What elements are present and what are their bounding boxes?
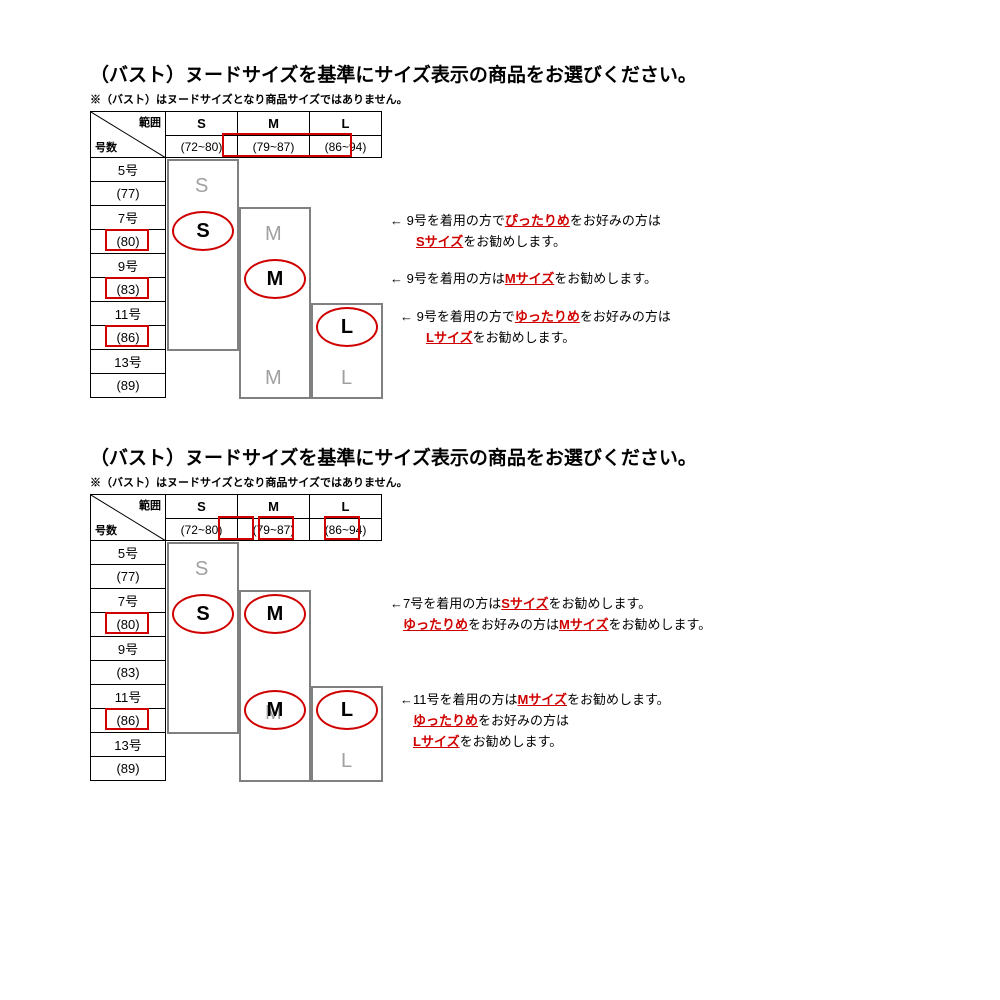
annotation-line: ゆったりめをお好みの方は: [400, 711, 670, 732]
annotation: ← 9号を着用の方はMサイズをお勧めします。: [390, 269, 657, 290]
row-label: 5号: [91, 158, 166, 182]
size-chart-1: （バスト）ヌードサイズを基準にサイズ表示の商品をお選びください。 ※（バスト）は…: [90, 60, 960, 398]
annotation: ←11号を着用の方はMサイズをお勧めします。 ゆったりめをお好みの方は Lサイズ…: [400, 690, 670, 752]
chart1-title: （バスト）ヌードサイズを基準にサイズ表示の商品をお選びください。: [90, 60, 960, 87]
annotation-line: ← 9号を着用の方でぴったりめをお好みの方は: [390, 211, 661, 232]
range-m: (79~87): [238, 519, 310, 541]
diag-bot: 号数: [95, 522, 117, 538]
range-s: (72~80): [166, 136, 238, 158]
row-label: 9号: [91, 637, 166, 661]
diag-cell: 範囲 号数: [91, 112, 166, 158]
row-label: 7号: [91, 589, 166, 613]
annotation: ←7号を着用の方はSサイズをお勧めします。 ゆったりめをお好みの方はMサイズをお…: [390, 594, 711, 636]
annotation-line: ←11号を着用の方はMサイズをお勧めします。: [400, 690, 670, 711]
range-s: (72~80): [166, 519, 238, 541]
row-val: (89): [91, 757, 166, 781]
range-l: (86~94): [310, 136, 382, 158]
row-val: (83): [91, 278, 166, 302]
diag-top: 範囲: [139, 114, 161, 130]
row-val: (89): [91, 374, 166, 398]
annotation-line: ←7号を着用の方はSサイズをお勧めします。: [390, 594, 711, 615]
row-val: (80): [91, 613, 166, 637]
row-label: 7号: [91, 206, 166, 230]
col-m: M: [238, 495, 310, 519]
diag-top: 範囲: [139, 497, 161, 513]
annotation: ← 9号を着用の方でぴったりめをお好みの方は Sサイズをお勧めします。: [390, 211, 661, 253]
row-label: 13号: [91, 350, 166, 374]
chart1-subtitle: ※（バスト）はヌードサイズとなり商品サイズではありません。: [90, 91, 960, 107]
annotation-line: ← 9号を着用の方はMサイズをお勧めします。: [390, 269, 657, 290]
row-val: (86): [91, 709, 166, 733]
range-l: (86~94): [310, 519, 382, 541]
row-label: 5号: [91, 541, 166, 565]
col-l: L: [310, 112, 382, 136]
diag-bot: 号数: [95, 139, 117, 155]
annotation-line: ゆったりめをお好みの方はMサイズをお勧めします。: [390, 615, 711, 636]
col-s: S: [166, 112, 238, 136]
col-s: S: [166, 495, 238, 519]
chart1-table: 範囲 号数 S M L (72~80) (79~87) (86~94) 5号 (…: [90, 111, 382, 398]
annotation-line: Lサイズをお勧めします。: [400, 732, 670, 753]
annotation: ← 9号を着用の方でゆったりめをお好みの方は Lサイズをお勧めします。: [400, 307, 671, 349]
row-label: 11号: [91, 685, 166, 709]
range-m: (79~87): [238, 136, 310, 158]
chart2-subtitle: ※（バスト）はヌードサイズとなり商品サイズではありません。: [90, 474, 960, 490]
size-chart-2: （バスト）ヌードサイズを基準にサイズ表示の商品をお選びください。 ※（バスト）は…: [90, 443, 960, 781]
row-label: 13号: [91, 733, 166, 757]
annotation-line: Lサイズをお勧めします。: [400, 328, 671, 349]
col-l: L: [310, 495, 382, 519]
row-val: (77): [91, 565, 166, 589]
col-m: M: [238, 112, 310, 136]
annotation-line: ← 9号を着用の方でゆったりめをお好みの方は: [400, 307, 671, 328]
diag-cell: 範囲 号数: [91, 495, 166, 541]
row-label: 9号: [91, 254, 166, 278]
chart2-table: 範囲 号数 S M L (72~80) (79~87) (86~94) 5号 (…: [90, 494, 382, 781]
row-val: (77): [91, 182, 166, 206]
row-label: 11号: [91, 302, 166, 326]
chart2-title: （バスト）ヌードサイズを基準にサイズ表示の商品をお選びください。: [90, 443, 960, 470]
annotation-line: Sサイズをお勧めします。: [390, 232, 661, 253]
row-val: (86): [91, 326, 166, 350]
row-val: (83): [91, 661, 166, 685]
row-val: (80): [91, 230, 166, 254]
